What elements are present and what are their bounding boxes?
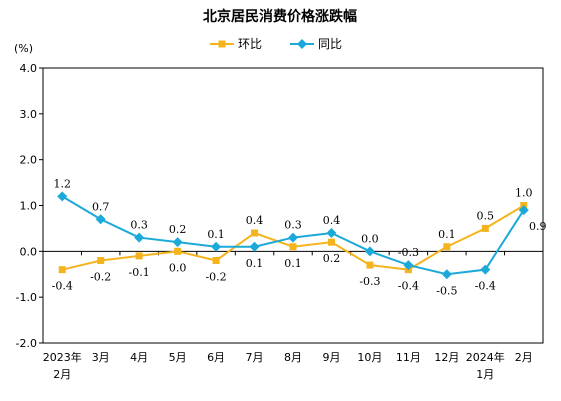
data-point-mom bbox=[174, 247, 182, 255]
x-tick-label: 6月 bbox=[207, 351, 225, 364]
data-point-mom bbox=[327, 238, 335, 246]
legend-label: 环比 bbox=[238, 37, 262, 51]
x-tick-label: 8月 bbox=[284, 351, 302, 364]
data-label-yoy: -0.5 bbox=[436, 284, 457, 297]
data-label-yoy: 0.1 bbox=[207, 228, 225, 241]
data-label-mom: -0.2 bbox=[90, 271, 111, 284]
data-label-mom: 0.0 bbox=[169, 261, 187, 274]
plot-border bbox=[42, 67, 544, 344]
data-label-mom: 1.0 bbox=[515, 187, 533, 200]
data-label-yoy: 0.3 bbox=[130, 219, 148, 232]
data-label-mom: 0.4 bbox=[246, 214, 264, 227]
data-point-yoy bbox=[57, 191, 68, 202]
y-tick-label: 2.0 bbox=[20, 154, 38, 167]
data-point-yoy bbox=[403, 260, 414, 271]
data-point-mom bbox=[58, 266, 66, 274]
data-point-mom bbox=[251, 229, 259, 237]
data-point-mom bbox=[289, 243, 297, 251]
x-tick-label: 4月 bbox=[130, 351, 148, 364]
plot-area: 4.0 3.0 2.0 1.0 0.0 -1.0 -2.0 2023年 2月 3月 4月 5月 6月 7月… bbox=[16, 62, 547, 381]
data-point-yoy bbox=[288, 232, 298, 243]
data-point-yoy bbox=[364, 246, 375, 257]
data-label-mom: 0.5 bbox=[477, 209, 495, 222]
data-point-yoy bbox=[95, 214, 106, 225]
data-point-yoy bbox=[172, 237, 183, 248]
x-tick-label: 3月 bbox=[92, 351, 110, 364]
x-tick-label: 12月 bbox=[434, 351, 459, 364]
y-tick-label: 4.0 bbox=[20, 62, 38, 75]
x-tick-label: 1月 bbox=[476, 368, 494, 381]
chart-title: 北京居民消费价格涨跌幅 bbox=[203, 8, 357, 25]
y-axis-unit: (%) bbox=[14, 42, 33, 55]
x-tick-label: 2月 bbox=[515, 351, 533, 364]
data-point-yoy bbox=[249, 241, 260, 252]
x-tick-label: 2月 bbox=[53, 368, 71, 381]
data-label-yoy: 0.0 bbox=[361, 232, 379, 245]
data-label-mom: -0.3 bbox=[359, 275, 380, 288]
data-label-yoy: 0.7 bbox=[92, 200, 110, 213]
y-tick-label: -2.0 bbox=[16, 337, 37, 350]
data-label-yoy: 0.1 bbox=[246, 257, 264, 270]
data-label-yoy: 0.2 bbox=[169, 223, 187, 236]
data-point-mom bbox=[212, 257, 220, 264]
data-label-yoy: 0.3 bbox=[284, 219, 302, 232]
x-tick-label: 5月 bbox=[169, 351, 187, 364]
data-label-yoy: 0.4 bbox=[323, 214, 341, 227]
data-label-mom: 0.1 bbox=[438, 228, 456, 241]
data-label-yoy: -0.4 bbox=[475, 280, 496, 293]
data-point-mom bbox=[443, 243, 451, 251]
data-point-yoy bbox=[480, 264, 491, 275]
data-label-yoy: 1.2 bbox=[53, 177, 71, 190]
data-label-mom: -0.4 bbox=[52, 280, 73, 293]
data-point-mom bbox=[366, 261, 374, 269]
data-point-yoy bbox=[518, 205, 529, 216]
y-tick-label: 0.0 bbox=[20, 245, 38, 258]
data-point-yoy bbox=[211, 241, 222, 252]
x-tick-label: 2024年 bbox=[466, 350, 505, 364]
data-label-mom: 0.1 bbox=[284, 257, 302, 270]
data-label-mom: -0.2 bbox=[205, 271, 226, 284]
data-point-yoy bbox=[326, 228, 337, 238]
y-tick-label: 3.0 bbox=[20, 108, 38, 121]
legend: 环比 同比 bbox=[210, 37, 342, 51]
data-label-mom: 0.2 bbox=[323, 252, 341, 265]
legend-label: 同比 bbox=[318, 37, 342, 51]
data-label-yoy: 0.9 bbox=[529, 220, 547, 233]
data-label-mom: -0.4 bbox=[398, 280, 419, 293]
x-tick-label: 11月 bbox=[396, 351, 421, 364]
y-tick-label: 1.0 bbox=[20, 200, 38, 213]
data-point-mom bbox=[481, 224, 489, 232]
legend-marker-yoy bbox=[297, 39, 307, 49]
x-tick-label: 7月 bbox=[246, 351, 264, 364]
x-tick-label: 2023年 bbox=[43, 350, 82, 364]
x-tick-label: 9月 bbox=[322, 351, 340, 364]
data-label-yoy: -0.3 bbox=[398, 246, 419, 259]
legend-marker-mom bbox=[218, 40, 226, 48]
data-point-mom bbox=[97, 257, 105, 264]
x-tick-label: 10月 bbox=[357, 351, 382, 364]
data-point-yoy bbox=[134, 232, 145, 243]
data-point-mom bbox=[135, 252, 143, 260]
data-label-mom: -0.1 bbox=[129, 266, 150, 279]
data-point-yoy bbox=[441, 269, 452, 280]
y-tick-label: -1.0 bbox=[16, 291, 37, 304]
